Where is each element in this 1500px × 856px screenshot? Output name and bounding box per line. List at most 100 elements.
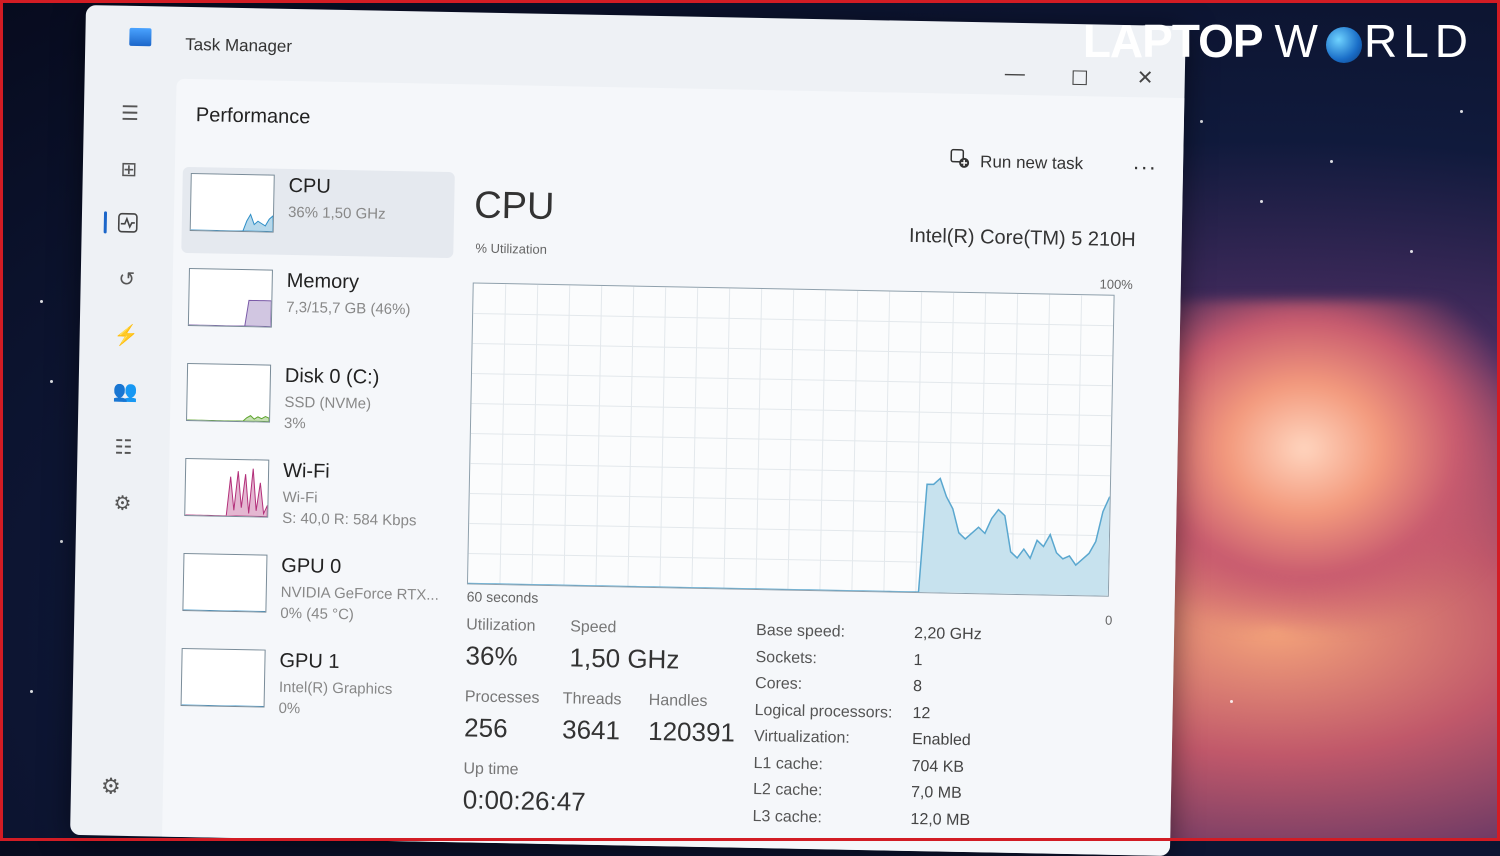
- property-label: Sockets:: [755, 648, 818, 667]
- star: [60, 540, 63, 543]
- property-value: 7,0 MB: [910, 783, 962, 802]
- property-value: 1: [913, 651, 923, 669]
- star: [1460, 110, 1463, 113]
- device-name: Wi-Fi: [282, 459, 330, 483]
- property-label: Cores:: [754, 674, 803, 693]
- performance-pane: Performance Run new task ... CPU 36% 1,50…: [162, 78, 1185, 856]
- settings-icon[interactable]: ⚙: [100, 773, 121, 799]
- property-label: Base speed:: [755, 621, 846, 641]
- grid-line: [470, 462, 1111, 477]
- device-subtitle: 36% 1,50 GHz: [288, 202, 386, 225]
- minimize-button[interactable]: —: [1004, 62, 1026, 86]
- star: [50, 380, 53, 383]
- task-manager-window: Task Manager — ☐ ✕ ☰ ⊞ ↺ ⚡ 👥 ☷ ⚙ ⚙ Perfo…: [70, 5, 1186, 856]
- run-task-icon: [950, 148, 970, 174]
- property-row: Base speed: 2,20 GHz: [756, 622, 1116, 647]
- star: [40, 300, 43, 303]
- device-item-gpu-0[interactable]: GPU 0 NVIDIA GeForce RTX... 0% (45 °C): [174, 547, 448, 638]
- cpu-graph-svg: [467, 284, 1114, 596]
- cpu-properties: Base speed: 2,20 GHz Sockets: 1 Cores: 8 Logic…: [752, 622, 1116, 829]
- grid-line: [470, 432, 1111, 447]
- handles-label: Handles: [648, 691, 708, 711]
- processes-label: Processes: [464, 688, 540, 707]
- navigation-rail: ☰ ⊞ ↺ ⚡ 👥 ☷ ⚙ ⚙: [70, 77, 171, 837]
- task-manager-icon: [129, 27, 152, 47]
- startup-apps-icon[interactable]: ⚡: [113, 324, 139, 348]
- property-label: L2 cache:: [752, 780, 823, 800]
- property-label: L1 cache:: [753, 754, 824, 773]
- device-name: CPU: [288, 174, 332, 198]
- uptime-value: 0:00:26:47: [462, 784, 586, 817]
- page-title: Performance: [195, 104, 311, 129]
- device-subtitle: Wi-Fi S: 40,0 R: 584 Kbps: [282, 487, 417, 532]
- property-label: L3 cache:: [752, 807, 823, 826]
- details-icon[interactable]: ☷: [114, 436, 133, 459]
- cpu-utilization-graph: [466, 282, 1115, 597]
- device-item-disk-0-c[interactable]: Disk 0 (C:) SSD (NVMe) 3%: [178, 357, 452, 448]
- cloud-illustration: [1160, 300, 1500, 630]
- star: [30, 690, 33, 693]
- device-line1: NVIDIA GeForce RTX...: [280, 583, 440, 604]
- performance-icon[interactable]: [116, 212, 140, 236]
- device-name: Memory: [286, 269, 360, 294]
- property-row: Logical processors: 12: [754, 701, 1114, 726]
- device-line2: 0%: [278, 699, 301, 718]
- users-icon[interactable]: 👥: [112, 380, 138, 404]
- device-mini-graph: [180, 647, 266, 708]
- threads-label: Threads: [562, 690, 622, 709]
- active-indicator: [103, 211, 108, 234]
- maximize-button[interactable]: ☐: [1070, 67, 1089, 91]
- device-subtitle: SSD (NVMe) 3%: [284, 392, 371, 436]
- close-button[interactable]: ✕: [1136, 67, 1154, 90]
- cpu-utilization-area: [467, 478, 1110, 596]
- device-item-cpu[interactable]: CPU 36% 1,50 GHz: [181, 166, 455, 259]
- property-row: L1 cache: 704 KB: [753, 754, 1113, 779]
- device-mini-graph: [182, 552, 268, 613]
- brand-light: W RLD: [1274, 15, 1474, 67]
- device-name: Disk 0 (C:): [284, 364, 380, 389]
- device-item-wi-fi[interactable]: Wi-Fi Wi-Fi S: 40,0 R: 584 Kbps: [176, 452, 450, 543]
- min-label: 0: [1104, 612, 1113, 628]
- device-line1: 7,3/15,7 GB (46%): [286, 298, 411, 319]
- device-line1: 36% 1,50 GHz: [287, 203, 386, 223]
- device-item-memory[interactable]: Memory 7,3/15,7 GB (46%): [179, 262, 453, 353]
- detail-heading: CPU: [473, 184, 555, 229]
- utilization-value: 36%: [465, 640, 518, 672]
- device-subtitle: 7,3/15,7 GB (46%): [286, 297, 411, 320]
- processes-icon[interactable]: ⊞: [120, 158, 138, 182]
- device-line2: S: 40,0 R: 584 Kbps: [282, 509, 417, 530]
- device-mini-graph: [187, 268, 273, 328]
- grid-line: [472, 342, 1113, 357]
- device-mini-graph: [186, 363, 272, 423]
- cpu-model: Intel(R) Core(TM) 5 210H: [908, 224, 1136, 252]
- app-history-icon[interactable]: ↺: [118, 268, 136, 291]
- device-item-gpu-1[interactable]: GPU 1 Intel(R) Graphics 0%: [172, 642, 446, 733]
- run-new-task-label: Run new task: [979, 151, 1084, 173]
- device-name: GPU 1: [279, 649, 340, 673]
- device-subtitle: NVIDIA GeForce RTX... 0% (45 °C): [280, 582, 439, 627]
- property-row: L3 cache: 12,0 MB: [752, 807, 1112, 832]
- run-new-task-button[interactable]: Run new task: [950, 148, 1084, 177]
- brand-bold: LAPTOP: [1082, 15, 1264, 67]
- processes-value: 256: [463, 712, 508, 744]
- window-title: Task Manager: [185, 34, 293, 56]
- handles-value: 120391: [647, 715, 736, 748]
- device-mini-graph: [189, 173, 275, 233]
- property-row: Sockets: 1: [755, 648, 1115, 673]
- cpu-stats: Utilization 36% Speed 1,50 GHz Processes…: [462, 616, 1146, 856]
- more-options-button[interactable]: ...: [1132, 149, 1158, 175]
- property-row: L2 cache: 7,0 MB: [753, 781, 1113, 806]
- services-icon[interactable]: ⚙: [113, 492, 132, 515]
- property-value: 2,20 GHz: [913, 625, 982, 644]
- hamburger-icon[interactable]: ☰: [120, 102, 140, 126]
- star: [1260, 200, 1263, 203]
- device-line1: SSD (NVMe): [284, 393, 372, 413]
- property-row: Cores: 8: [755, 675, 1115, 700]
- max-label: 100%: [1099, 276, 1133, 293]
- device-name: GPU 0: [281, 554, 342, 579]
- utilization-label: Utilization: [466, 616, 536, 635]
- device-subtitle: Intel(R) Graphics 0%: [278, 677, 392, 721]
- property-value: 12,0 MB: [910, 810, 971, 829]
- threads-value: 3641: [561, 714, 621, 746]
- time-window-label: 60 seconds: [466, 588, 539, 606]
